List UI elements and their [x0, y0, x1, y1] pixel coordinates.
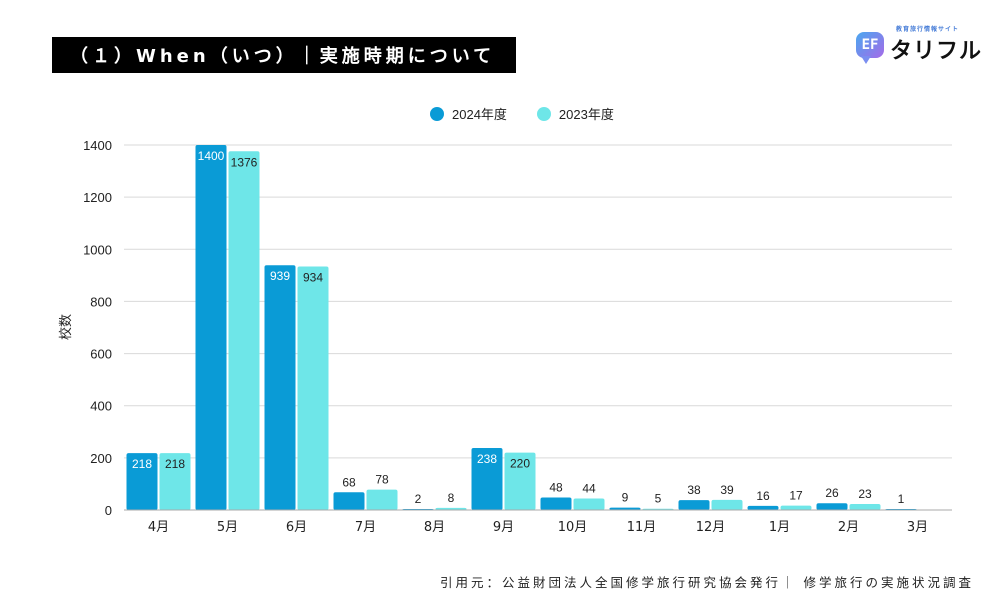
logo-icon: EF	[856, 32, 884, 64]
bar-2024	[471, 447, 503, 510]
x-tick-label: 4月	[148, 520, 169, 535]
y-tick-label: 800	[90, 294, 112, 309]
bar-2023	[366, 489, 398, 510]
bar-2023	[504, 452, 536, 510]
bar-2024	[195, 145, 227, 510]
data-label: 218	[165, 457, 185, 471]
bar-2023	[297, 266, 329, 510]
data-label: 1	[898, 492, 905, 506]
x-tick-label: 12月	[696, 520, 726, 535]
x-tick-label: 11月	[627, 520, 657, 535]
legend-label-2023: 2023年度	[558, 107, 614, 122]
data-label: 238	[477, 452, 497, 466]
data-label: 44	[582, 482, 596, 496]
bar-2023	[159, 453, 191, 510]
x-tick-label: 5月	[217, 520, 238, 535]
bar-2023	[228, 151, 260, 510]
data-label: 934	[303, 270, 323, 284]
y-tick-label: 400	[90, 399, 112, 414]
chart-legend: 2024年度 2023年度	[430, 104, 614, 123]
legend-item-2024[interactable]: 2024年度	[430, 104, 507, 123]
logo-tagline: 教育旅行情報サイト	[896, 26, 960, 33]
bar-2024	[333, 492, 365, 510]
bar-2024	[540, 497, 572, 510]
y-tick-label: 0	[105, 503, 112, 518]
x-tick-label: 2月	[838, 520, 859, 535]
data-label: 2	[415, 492, 422, 506]
x-tick-label: 7月	[355, 520, 376, 535]
x-tick-label: 3月	[907, 520, 928, 535]
page-title: （１）When（いつ）｜実施時期について	[52, 37, 516, 73]
x-tick-label: 1月	[769, 520, 790, 535]
bar-2024	[678, 500, 710, 510]
legend-dot-2023	[536, 106, 551, 121]
bar-2024	[609, 507, 641, 510]
data-label: 78	[375, 473, 389, 487]
y-tick-label: 1400	[83, 138, 112, 153]
data-label: 1400	[198, 149, 225, 163]
bar-2024	[126, 453, 158, 510]
legend-item-2023[interactable]: 2023年度	[536, 104, 614, 123]
bar-2024	[747, 505, 779, 510]
data-label: 68	[342, 475, 356, 489]
bar-2024	[816, 503, 848, 510]
data-label: 8	[448, 491, 455, 505]
bar-2023	[780, 505, 812, 510]
citation-footer: 引用元：公益財団法人全国修学旅行研究協会発行｜ 修学旅行の実施状況調査	[440, 575, 974, 590]
data-label: 26	[825, 486, 839, 500]
data-label: 220	[510, 457, 530, 471]
x-tick-label: 8月	[424, 520, 445, 535]
y-tick-label: 1200	[83, 190, 112, 205]
y-tick-label: 200	[90, 451, 112, 466]
data-label: 9	[622, 491, 629, 505]
bar-2023	[435, 507, 467, 510]
bar-2023	[573, 498, 605, 510]
data-label: 218	[132, 457, 152, 471]
legend-dot-2024	[430, 106, 444, 121]
bar-2023	[849, 504, 881, 510]
data-label: 38	[687, 483, 701, 497]
x-tick-label: 9月	[493, 520, 514, 535]
legend-label-2024: 2024年度	[452, 107, 507, 122]
bar-2024	[264, 265, 296, 510]
data-label: 16	[756, 489, 770, 503]
logo-name: タリフル	[890, 39, 983, 64]
y-axis-label: 校数	[58, 314, 74, 340]
bar-2023	[711, 499, 743, 510]
data-label: 939	[270, 269, 290, 283]
data-label: 1376	[231, 155, 258, 169]
data-label: 17	[789, 489, 803, 503]
data-label: 39	[720, 483, 734, 497]
data-label: 48	[549, 480, 563, 494]
y-tick-label: 1000	[83, 242, 112, 257]
site-logo[interactable]: 教育旅行情報サイト EF タリフル	[856, 24, 981, 66]
data-label: 5	[655, 492, 662, 506]
x-tick-label: 6月	[286, 520, 307, 535]
x-tick-label: 10月	[558, 520, 588, 535]
data-label: 23	[858, 487, 872, 501]
y-tick-label: 600	[90, 347, 112, 362]
